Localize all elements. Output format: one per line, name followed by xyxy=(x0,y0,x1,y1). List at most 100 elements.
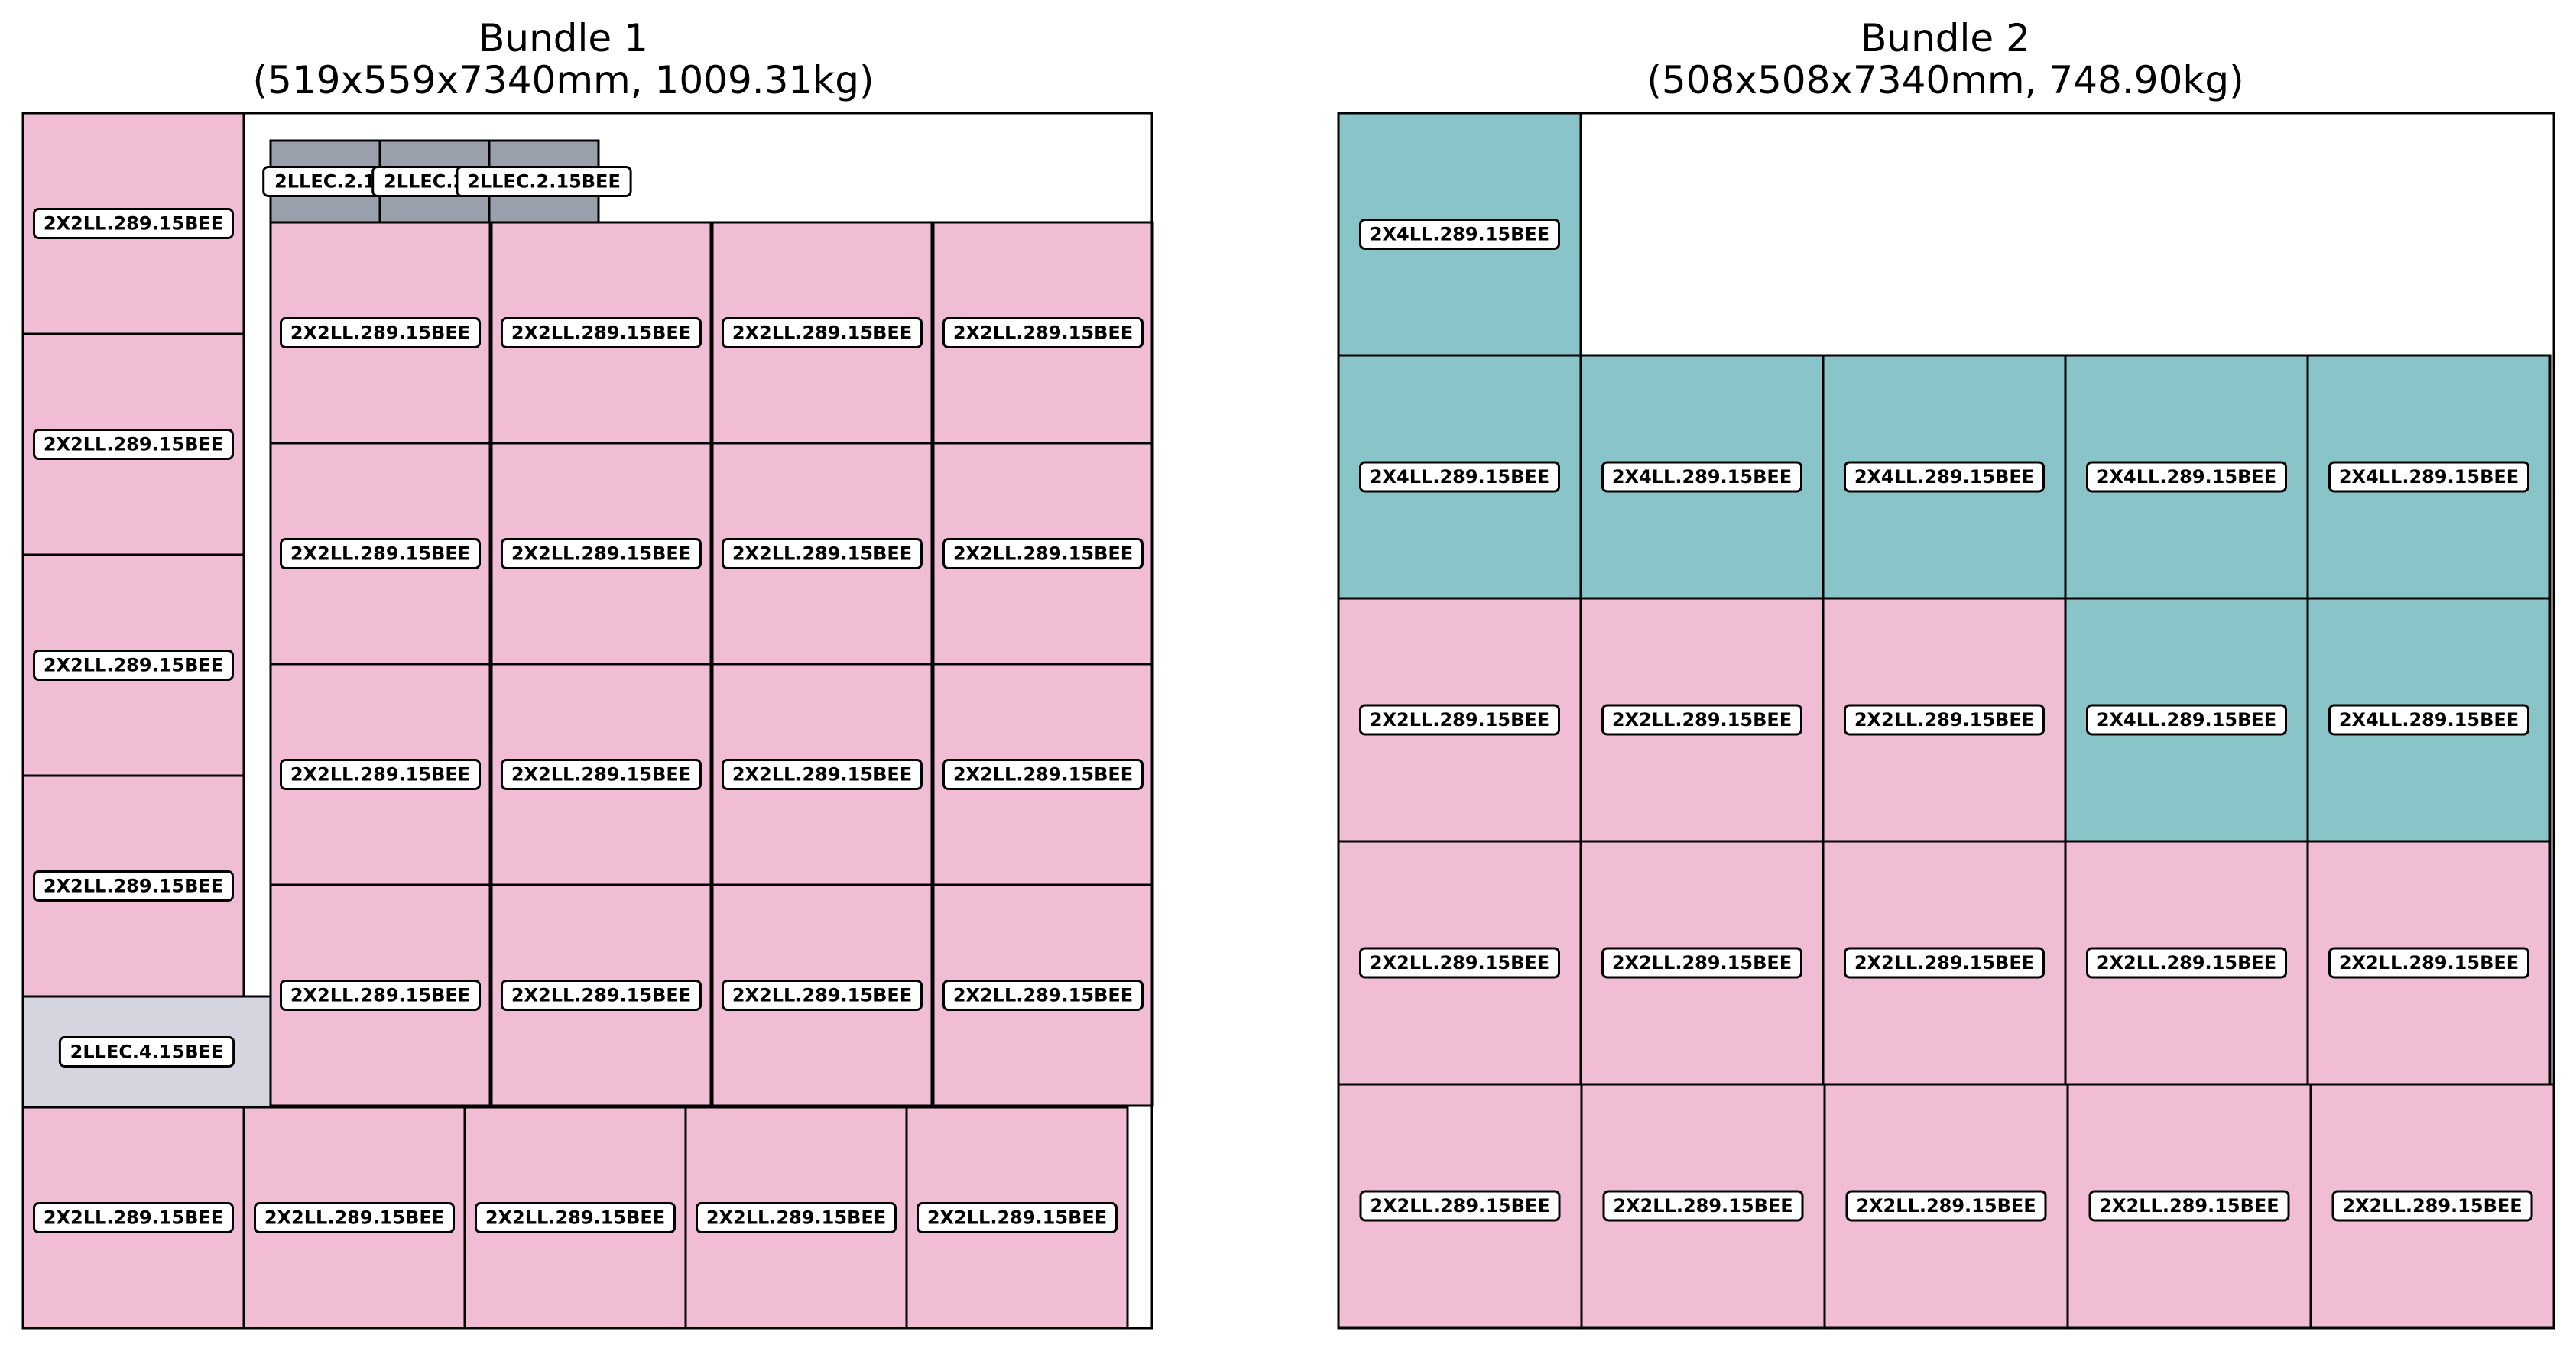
item-label: 2X2LL.289.15BEE xyxy=(290,985,470,1006)
item-label: 2LLEC.2.1 xyxy=(274,171,376,193)
item-2x2ll-289-15bee: 2X2LL.289.15BEE xyxy=(269,663,492,886)
bundle-1-dimensions: (519x559x7340mm, 1009.31kg) xyxy=(253,58,874,102)
item-2x2ll-289-15bee: 2X2LL.289.15BEE xyxy=(1822,840,2067,1086)
item-label: 2X2LL.289.15BEE xyxy=(44,1207,223,1229)
item-2x2ll-289-15bee: 2X2LL.289.15BEE xyxy=(1823,1083,2069,1329)
item-2x2ll-289-15bee: 2X2LL.289.15BEE xyxy=(21,774,245,998)
bundle-1-frame xyxy=(21,112,1153,1330)
item-2llec-4-15bee: 2LLEC.4.15BEE xyxy=(21,995,272,1109)
item-label-box xyxy=(2328,704,2529,736)
item-label-box xyxy=(501,317,702,348)
item-label: 2X2LL.289.15BEE xyxy=(732,764,912,786)
item-2x4ll-289-15bee: 2X4LL.289.15BEE xyxy=(1337,354,1582,600)
item-label: 2X4LL.289.15BEE xyxy=(2339,709,2519,731)
item-2x2ll-289-15bee: 2X2LL.289.15BEE xyxy=(490,663,712,886)
item-2x4ll-289-15bee: 2X4LL.289.15BEE xyxy=(2064,354,2309,600)
item-label-box xyxy=(280,980,481,1011)
item-2x4ll-289-15bee: 2X4LL.289.15BEE xyxy=(2306,597,2552,843)
item-label: 2X2LL.289.15BEE xyxy=(511,543,691,565)
item-label-box xyxy=(696,1202,897,1233)
item-label-box xyxy=(1844,461,2045,493)
item-label-box xyxy=(1601,461,1802,493)
item-label: 2X2LL.289.15BEE xyxy=(44,876,223,897)
item-label: 2X2LL.289.15BEE xyxy=(1612,709,1792,731)
item-label: 2X2LL.289.15BEE xyxy=(732,322,912,344)
item-label: 2X2LL.289.15BEE xyxy=(511,322,691,344)
item-label-box xyxy=(1359,947,1560,979)
item-label: 2X2LL.289.15BEE xyxy=(2342,1195,2522,1217)
item-label: 2X2LL.289.15BEE xyxy=(485,1207,665,1229)
item-label: 2X2LL.289.15BEE xyxy=(953,985,1133,1006)
item-2x2ll-289-15bee: 2X2LL.289.15BEE xyxy=(269,221,492,445)
bundle-1-items: 2X2LL.289.15BEE 2X2LL.289.15BEE 2X2LL.289.… xyxy=(21,112,1154,1330)
item-label: 2X4LL.289.15BEE xyxy=(2097,466,2276,488)
item-label: 2X2LL.289.15BEE xyxy=(44,434,223,455)
item-label: 2X2LL.289.15BEE xyxy=(1613,1195,1792,1217)
item-2x2ll-289-15bee: 2X2LL.289.15BEE xyxy=(21,553,245,777)
item-label: 2X2LL.289.15BEE xyxy=(1370,1195,1549,1217)
item-label: 2X2LL.289.15BEE xyxy=(264,1207,444,1229)
item-2x2ll-289-15bee: 2X2LL.289.15BEE xyxy=(1822,597,2067,843)
item-2x4ll-289-15bee: 2X4LL.289.15BEE xyxy=(2064,597,2309,843)
item-label-box xyxy=(33,870,234,902)
item-2x2ll-289-15bee: 2X2LL.289.15BEE xyxy=(684,1106,908,1330)
item-label-box xyxy=(2088,1190,2290,1222)
item-2x2ll-289-15bee: 2X2LL.289.15BEE xyxy=(490,883,712,1107)
item-label-box xyxy=(942,980,1144,1011)
item-label: 2X2LL.289.15BEE xyxy=(511,985,691,1006)
item-2x2ll-289-15bee: 2X2LL.289.15BEE xyxy=(2306,840,2552,1086)
item-label: 2X2LL.289.15BEE xyxy=(44,213,223,235)
item-label-box xyxy=(1844,704,2045,736)
item-2x4ll-289-15bee: 2X4LL.289.15BEE xyxy=(1337,112,1582,357)
item-label-box xyxy=(2331,1190,2533,1222)
item-2x2ll-289-15bee: 2X2LL.289.15BEE xyxy=(490,442,712,666)
item-label-box xyxy=(1359,704,1560,736)
item-label: 2X2LL.289.15BEE xyxy=(1856,1195,2036,1217)
item-2x2ll-289-15bee: 2X2LL.289.15BEE xyxy=(932,663,1154,886)
item-2x2ll-289-15bee: 2X2LL.289.15BEE xyxy=(242,1106,466,1330)
item-label-box xyxy=(1359,219,1560,250)
item-2x2ll-289-15bee: 2X2LL.289.15BEE xyxy=(905,1106,1129,1330)
item-label: 2X2LL.289.15BEE xyxy=(511,764,691,786)
item-label-box xyxy=(2328,947,2529,979)
item-label-box xyxy=(280,317,481,348)
item-label-box xyxy=(2086,947,2287,979)
item-2x2ll-289-15bee: 2X2LL.289.15BEE xyxy=(21,1106,245,1330)
item-label: 2LLEC.4.15BEE xyxy=(70,1042,224,1063)
item-label: 2X4LL.289.15BEE xyxy=(1854,466,2034,488)
item-label: 2X4LL.289.15BEE xyxy=(1370,466,1549,488)
item-2x2ll-289-15bee: 2X2LL.289.15BEE xyxy=(21,112,245,335)
item-2x4ll-289-15bee: 2X4LL.289.15BEE xyxy=(1579,354,1825,600)
bundle-1-panel: Bundle 1 (519x559x7340mm, 1009.31kg) 2X2… xyxy=(21,16,1154,1330)
item-label-box xyxy=(2086,461,2287,493)
item-label-box xyxy=(1601,947,1802,979)
item-2x2ll-289-15bee: 2X2LL.289.15BEE xyxy=(1580,1083,1826,1329)
item-label: 2X2LL.289.15BEE xyxy=(2339,952,2519,974)
item-label: 2X2LL.289.15BEE xyxy=(290,764,470,786)
item-2x2ll-289-15bee: 2X2LL.289.15BEE xyxy=(1579,597,1825,843)
item-2x2ll-289-15bee: 2X2LL.289.15BEE xyxy=(932,442,1154,666)
item-label-box xyxy=(917,1202,1118,1233)
item-label-box xyxy=(501,980,702,1011)
item-label: 2X2LL.289.15BEE xyxy=(1612,952,1792,974)
item-label: 2X2LL.289.15BEE xyxy=(953,322,1133,344)
item-label-box xyxy=(942,317,1144,348)
item-2x2ll-289-15bee: 2X2LL.289.15BEE xyxy=(1337,840,1582,1086)
item-2x2ll-289-15bee: 2X2LL.289.15BEE xyxy=(2309,1083,2555,1329)
item-label-box xyxy=(33,429,234,460)
item-2x2ll-289-15bee: 2X2LL.289.15BEE xyxy=(490,221,712,445)
bundle-2-frame xyxy=(1337,112,2555,1330)
item-label-box xyxy=(58,1036,235,1068)
item-label: 2X2LL.289.15BEE xyxy=(732,985,912,1006)
item-2x2ll-289-15bee: 2X2LL.289.15BEE xyxy=(932,883,1154,1107)
item-label: 2X2LL.289.15BEE xyxy=(2097,952,2276,974)
item-2x2ll-289-15bee: 2X2LL.289.15BEE xyxy=(711,883,933,1107)
item-label: 2X2LL.289.15BEE xyxy=(927,1207,1107,1229)
bundle-2-dimensions: (508x508x7340mm, 748.90kg) xyxy=(1646,58,2243,102)
bundle-2-title: Bundle 2 xyxy=(1861,16,2030,60)
item-label: 2X2LL.289.15BEE xyxy=(44,655,223,676)
item-label-box xyxy=(722,759,923,790)
item-label-box xyxy=(33,208,234,239)
item-label: 2X4LL.289.15BEE xyxy=(1612,466,1792,488)
item-label: 2X4LL.289.15BEE xyxy=(2097,709,2276,731)
